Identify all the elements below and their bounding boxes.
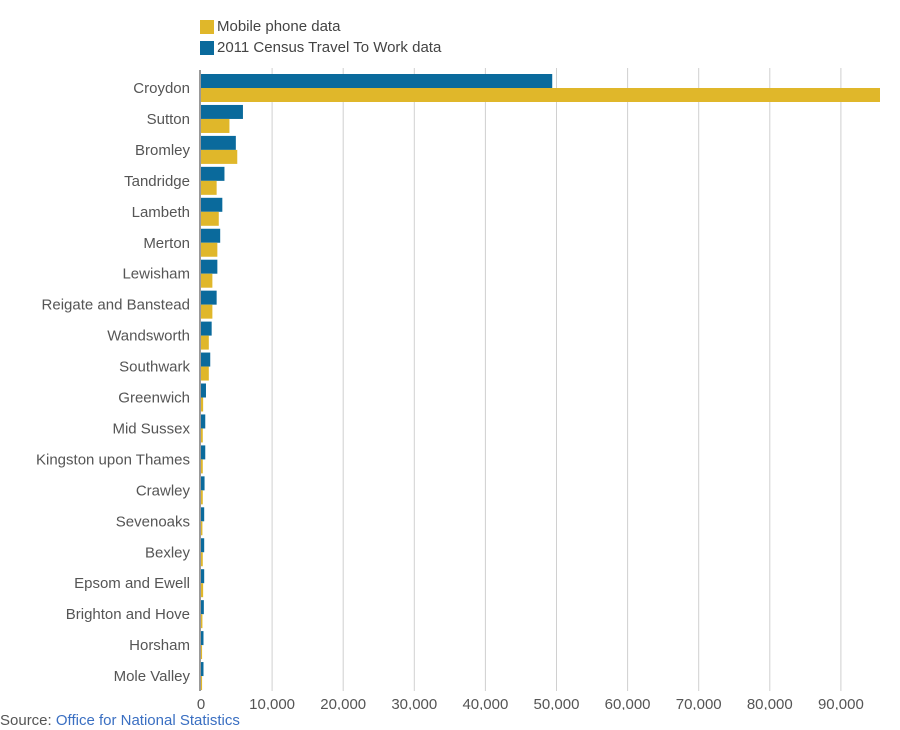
legend-swatch-census: [200, 40, 214, 55]
bar-mobile: [201, 273, 213, 288]
legend-swatch-mobile: [200, 19, 214, 34]
category-label: Greenwich: [118, 390, 190, 407]
bar-census: [201, 197, 223, 212]
bar-mobile: [201, 335, 209, 350]
bar-mobile: [201, 521, 203, 536]
category-label: Reigate and Banstead: [42, 297, 190, 314]
category-labels: Croydon Sutton Bromley Tandridge Lambeth Mert…: [36, 80, 190, 685]
bar-census: [201, 321, 212, 336]
category-label: Croydon: [133, 80, 190, 97]
x-tick-label: 80,000: [747, 696, 793, 710]
x-tick-label: 30,000: [391, 696, 437, 710]
x-tick-label: 10,000: [249, 696, 295, 710]
category-label: Epsom and Ewell: [74, 575, 190, 592]
bar-census: [201, 414, 206, 429]
category-label: Bromley: [135, 142, 191, 159]
category-label: Lewisham: [122, 266, 190, 283]
category-label: Sutton: [147, 111, 190, 128]
category-label: Mid Sussex: [112, 420, 190, 437]
gridlines: [271, 68, 842, 691]
bar-census: [201, 569, 205, 584]
bar-census: [201, 259, 218, 274]
bar-mobile: [201, 88, 880, 102]
source-note: Source: Office for National Statistics: [0, 712, 240, 729]
chart-legend: Mobile phone data 2011 Census Travel To …: [200, 16, 441, 58]
bar-mobile: [201, 552, 203, 567]
bar-census: [201, 228, 221, 243]
x-tick-label: 60,000: [605, 696, 651, 710]
bar-census: [201, 507, 205, 522]
bar-census: [201, 600, 204, 615]
x-axis-tick-labels: 0 10,000 20,000 30,000 40,000 50,000 60,000 70,…: [197, 696, 864, 710]
category-label: Kingston upon Thames: [36, 451, 190, 468]
category-label: Merton: [143, 235, 190, 252]
bar-census: [201, 476, 205, 491]
bar-census: [201, 290, 217, 305]
bar-mobile: [201, 459, 203, 474]
bar-mobile: [201, 149, 238, 164]
bar-census: [201, 104, 243, 119]
x-tick-label: 40,000: [462, 696, 508, 710]
category-label: Lambeth: [132, 204, 190, 221]
bar-mobile: [201, 118, 230, 133]
bar-mobile: [201, 614, 203, 629]
bar-census: [201, 445, 206, 460]
source-prefix: Source:: [0, 712, 56, 729]
bar-mobile: [201, 180, 217, 195]
bar-mobile: [201, 242, 218, 257]
category-label: Horsham: [129, 637, 190, 654]
bar-mobile: [201, 428, 203, 443]
bar-census: [201, 662, 204, 677]
bar-census: [201, 166, 225, 181]
category-label: Mole Valley: [114, 668, 191, 685]
bar-mobile: [201, 583, 204, 598]
category-label: Wandsworth: [107, 328, 190, 345]
legend-item-mobile: Mobile phone data: [200, 16, 441, 37]
x-tick-label: 20,000: [320, 696, 366, 710]
bar-mobile: [201, 211, 219, 226]
bar-mobile: [201, 397, 204, 412]
x-tick-label: 0: [197, 696, 205, 710]
x-tick-label: 50,000: [534, 696, 580, 710]
category-label: Tandridge: [124, 173, 190, 190]
legend-item-census: 2011 Census Travel To Work data: [200, 37, 441, 58]
bars: [201, 74, 880, 691]
legend-label-mobile: Mobile phone data: [217, 18, 341, 35]
source-link[interactable]: Office for National Statistics: [55, 712, 240, 729]
x-tick-label: 90,000: [818, 696, 864, 710]
category-label: Sevenoaks: [116, 513, 190, 530]
bar-mobile: [201, 645, 203, 660]
bar-census: [201, 135, 236, 150]
bar-mobile: [201, 676, 203, 691]
x-tick-label: 70,000: [676, 696, 722, 710]
bar-mobile: [201, 366, 209, 381]
bar-mobile: [201, 304, 213, 319]
bar-census: [201, 383, 206, 398]
category-label: Bexley: [145, 544, 191, 561]
category-label: Crawley: [136, 482, 191, 499]
bar-census: [201, 352, 211, 367]
bar-census: [201, 538, 205, 553]
legend-label-census: 2011 Census Travel To Work data: [217, 39, 442, 56]
category-label: Southwark: [119, 359, 190, 376]
bar-mobile: [201, 490, 203, 505]
bar-chart: Croydon Sutton Bromley Tandridge Lambeth Mert…: [36, 68, 880, 710]
bar-census: [201, 74, 553, 88]
bar-census: [201, 631, 204, 646]
category-label: Brighton and Hove: [66, 606, 190, 623]
